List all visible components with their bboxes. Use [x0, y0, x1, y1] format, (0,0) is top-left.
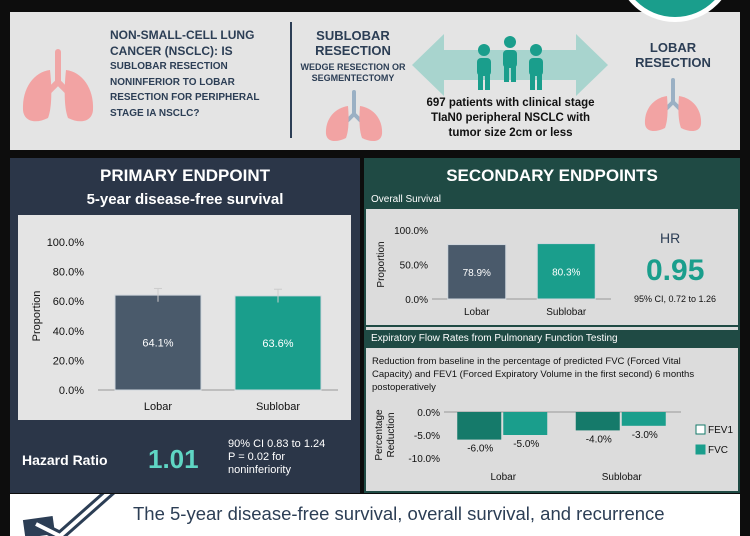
question-line: RESECTION FOR PERIPHERAL	[110, 92, 260, 103]
patients-line: TIaN0 peripheral NSCLC with	[430, 112, 591, 124]
y-tick-label: 20.0%	[53, 355, 84, 367]
sublobar-subtitle: WEDGE RESECTION OR SEGMENTECTOMY	[298, 62, 408, 84]
y-axis-label: Proportion	[376, 241, 387, 287]
y-tick-label: 50.0%	[400, 261, 428, 272]
pft-box	[366, 327, 738, 491]
pft-desc-line: postoperatively	[372, 382, 436, 393]
bar-value-label: -4.0%	[586, 434, 612, 445]
hazard-ratio-value: 1.01	[148, 444, 199, 474]
legend-swatch	[695, 424, 706, 435]
os-hr-ci: 95% CI, 0.72 to 1.26	[634, 294, 717, 304]
os-hr-label: HR	[660, 230, 681, 246]
y-axis-label: Proportion	[31, 291, 43, 342]
overall-survival-header: Overall Survival	[366, 191, 738, 209]
bar	[503, 412, 548, 435]
lobar-title-line: LOBAR	[649, 40, 697, 55]
y-tick-label: 80.0%	[53, 267, 84, 279]
pft-header: Expiratory Flow Rates from Pulmonary Fun…	[366, 330, 738, 348]
y-tick-label: 60.0%	[53, 296, 84, 308]
bar	[457, 412, 502, 440]
hazard-ci-line: noninferiority	[228, 464, 291, 476]
bar-value-label: -6.0%	[467, 444, 493, 455]
y-tick-label: 100.0%	[394, 226, 428, 237]
comparison-arrow	[412, 34, 608, 96]
overall-survival-chart: 0.0% 50.0% 100.0% Proportion 78.9% Lobar 80.3%…	[376, 226, 611, 318]
patients-icon	[477, 36, 543, 90]
question-line: SUBLOBAR RESECTION	[110, 61, 228, 72]
bar-value-label: 63.6%	[262, 338, 293, 350]
pft-desc-line: Capacity) and FEV1 (Forced Expiratory Vo…	[372, 369, 695, 380]
y-axis-label: Reduction	[386, 412, 397, 457]
primary-title: PRIMARY ENDPOINT	[99, 166, 271, 185]
y-tick-label: 40.0%	[53, 326, 84, 338]
x-tick-label: Lobar	[490, 472, 516, 483]
hazard-ci: 90% CI 0.83 to 1.24 P = 0.02 for noninfe…	[228, 438, 348, 477]
question-line: STAGE IA NSCLC?	[110, 107, 200, 119]
lobar-lungs-icon	[644, 78, 702, 132]
y-tick-label: 100.0%	[47, 237, 85, 249]
question-line: NON-SMALL-CELL LUNG	[110, 28, 255, 42]
os-hr-value: 0.95	[646, 254, 705, 287]
hazard-ratio-label: Hazard Ratio	[22, 452, 108, 468]
legend-label: FVC	[708, 445, 728, 456]
lungs-icon	[22, 49, 94, 122]
bar	[447, 244, 507, 300]
sublobar-title: SUBLOBAR RESECTION	[298, 28, 408, 58]
sublobar-title-line: RESECTION	[315, 43, 391, 58]
x-tick-label: Lobar	[144, 401, 172, 413]
y-tick-label: -10.0%	[408, 454, 440, 465]
legend-label: FEV1	[708, 425, 733, 436]
y-tick-label: 0.0%	[59, 385, 84, 397]
bar-value-label: -3.0%	[632, 430, 658, 441]
bar-value-label: 80.3%	[552, 267, 580, 278]
lobar-title-line: RESECTION	[635, 55, 711, 70]
x-tick-label: Sublobar	[602, 472, 643, 483]
y-tick-label: 0.0%	[417, 408, 440, 419]
question-line: CANCER (NSCLC): IS	[110, 43, 233, 58]
patients-line: tumor size 2cm or less	[448, 127, 573, 139]
question-block: NON-SMALL-CELL LUNG CANCER (NSCLC): IS S…	[110, 28, 280, 121]
x-tick-label: Lobar	[464, 307, 490, 318]
hazard-ratio-row: Hazard Ratio 1.01 90% CI 0.83 to 1.24 P …	[18, 428, 351, 488]
y-tick-label: -5.0%	[414, 431, 440, 442]
bar	[114, 294, 202, 391]
lobar-title: LOBAR RESECTION	[628, 40, 718, 70]
x-tick-label: Sublobar	[256, 401, 300, 413]
pft-desc-line: Reduction from baseline in the percentag…	[372, 356, 681, 367]
y-tick-label: 0.0%	[405, 295, 428, 306]
sublobar-sub-line: WEDGE RESECTION OR	[300, 62, 406, 72]
primary-subtitle: 5-year disease-free survival	[86, 191, 284, 208]
conclusion-text: The 5-year disease-free survival, overal…	[133, 503, 665, 524]
primary-chart: 0.0% 20.0% 40.0% 60.0% 80.0% 100.0% Proportion…	[31, 237, 338, 413]
bar	[234, 295, 322, 391]
pft-description: Reduction from baseline in the percentag…	[372, 355, 738, 394]
bar	[575, 412, 620, 431]
sublobar-title-line: SUBLOBAR	[316, 28, 390, 43]
y-axis-label: Percentage	[374, 409, 385, 461]
question-line: NONINFERIOR TO LOBAR	[110, 76, 235, 88]
legend-swatch	[695, 444, 706, 455]
header-divider	[290, 22, 292, 138]
pft-chart: 0.0% -5.0% -10.0% Percentage Reduction -6.0% -…	[374, 408, 733, 483]
bar-value-label: 78.9%	[463, 268, 491, 279]
checkmark-icon	[22, 494, 116, 536]
bar	[621, 412, 666, 426]
bar	[536, 243, 596, 300]
patients-description: 697 patients with clinical stage TIaN0 p…	[408, 96, 613, 141]
hazard-ci-line: P = 0.02 for	[228, 451, 285, 463]
secondary-title: SECONDARY ENDPOINTS	[446, 166, 658, 185]
sublobar-lungs-icon	[325, 90, 383, 142]
x-tick-label: Sublobar	[546, 307, 587, 318]
sublobar-sub-line: SEGMENTECTOMY	[311, 73, 395, 83]
hazard-ci-line: 90% CI 0.83 to 1.24	[228, 438, 326, 450]
conclusion-banner	[10, 494, 740, 536]
patients-line: 697 patients with clinical stage	[426, 97, 595, 109]
bar-value-label: -5.0%	[513, 439, 539, 450]
bar-value-label: 64.1%	[142, 338, 173, 350]
